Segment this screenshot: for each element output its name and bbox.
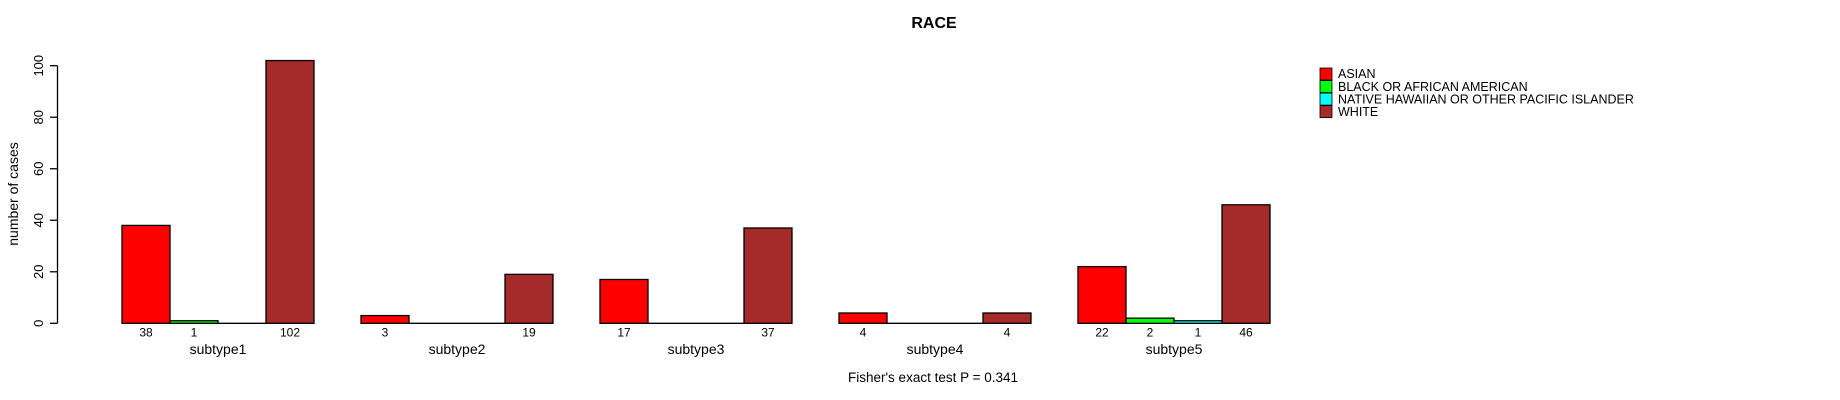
x-axis-category-label: subtype5 bbox=[1146, 341, 1203, 357]
stat-annotation: Fisher's exact test P = 0.341 bbox=[847, 370, 1019, 385]
bar-subtype1-asian bbox=[121, 224, 171, 324]
y-axis-title: number of cases bbox=[5, 142, 21, 246]
bar-value-label: 17 bbox=[617, 325, 631, 339]
bar-value-label: 102 bbox=[280, 325, 300, 339]
y-axis-tick-label: 60 bbox=[31, 162, 46, 176]
x-axis-category-label: subtype2 bbox=[429, 341, 486, 357]
bar-value-label: 46 bbox=[1239, 325, 1253, 339]
bar-value-label: 1 bbox=[1195, 325, 1202, 339]
x-axis-category-label: subtype3 bbox=[668, 341, 725, 357]
bar-subtype2-asian bbox=[360, 314, 410, 324]
bar-subtype1-white bbox=[265, 59, 315, 324]
legend-swatch-black bbox=[1319, 80, 1333, 93]
y-axis-tick-label: 20 bbox=[31, 265, 46, 279]
x-axis-category-label: subtype1 bbox=[190, 341, 247, 357]
x-axis-category-label: subtype4 bbox=[907, 341, 964, 357]
y-axis-tick-label: 100 bbox=[31, 55, 46, 77]
legend-swatch-white bbox=[1319, 105, 1333, 119]
bar-subtype2-white bbox=[504, 273, 554, 324]
legend-label-black: BLACK OR AFRICAN AMERICAN bbox=[1338, 80, 1528, 94]
y-axis-tick-label: 0 bbox=[31, 320, 46, 327]
bar-subtype5-black bbox=[1125, 317, 1175, 324]
bar-subtype5-white bbox=[1221, 204, 1271, 324]
bar-subtype4-asian bbox=[838, 312, 888, 324]
bar-value-label: 4 bbox=[1004, 325, 1011, 339]
bar-subtype3-asian bbox=[599, 278, 649, 324]
chart-title: RACE bbox=[911, 15, 957, 32]
bar-subtype1-black bbox=[169, 320, 219, 324]
bar-value-label: 19 bbox=[522, 325, 536, 339]
legend-swatch-native bbox=[1319, 92, 1333, 106]
bar-value-label: 2 bbox=[1147, 325, 1154, 339]
y-axis-tick-label: 40 bbox=[31, 213, 46, 227]
y-axis-tick-label: 80 bbox=[31, 110, 46, 124]
bar-subtype5-asian bbox=[1077, 265, 1127, 324]
bar-value-label: 22 bbox=[1095, 325, 1109, 339]
legend-label-asian: ASIAN bbox=[1338, 67, 1376, 81]
legend-label-native: NATIVE HAWAIIAN OR OTHER PACIFIC ISLANDE… bbox=[1338, 92, 1634, 106]
bar-value-label: 4 bbox=[860, 325, 867, 339]
legend-swatch-asian bbox=[1319, 67, 1333, 81]
bar-value-label: 1 bbox=[191, 325, 198, 339]
bar-subtype4-white bbox=[982, 312, 1032, 324]
bar-value-label: 37 bbox=[761, 325, 775, 339]
bar-subtype5-native bbox=[1173, 320, 1223, 324]
bar-value-label: 38 bbox=[139, 325, 153, 339]
bar-value-label: 3 bbox=[382, 325, 389, 339]
legend-label-white: WHITE bbox=[1338, 105, 1378, 119]
bar-subtype3-white bbox=[743, 227, 793, 324]
